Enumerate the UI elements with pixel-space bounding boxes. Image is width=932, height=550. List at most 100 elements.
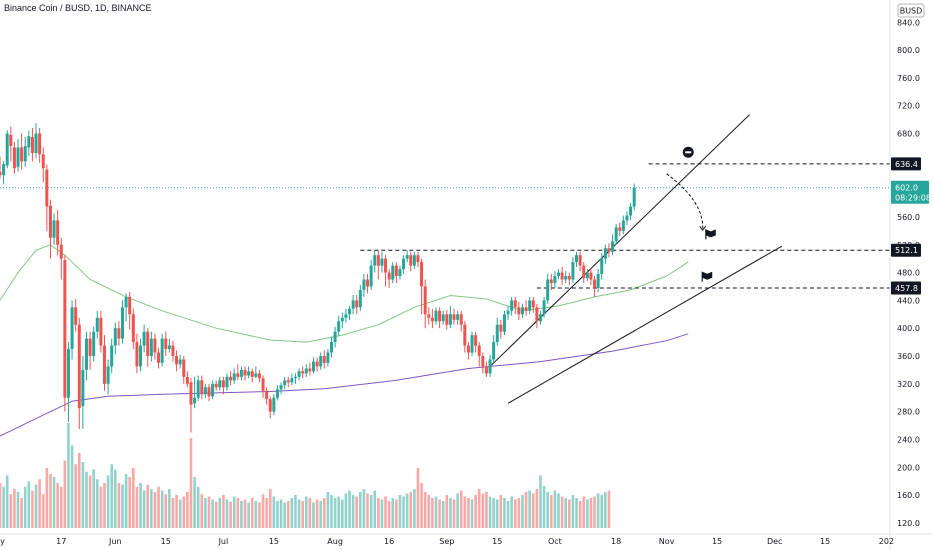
candle-body [308, 368, 312, 372]
volume-bar [571, 495, 575, 528]
candle-body [355, 300, 359, 308]
candle-body [445, 314, 449, 325]
candle-body [344, 314, 348, 318]
candle-body [600, 258, 604, 274]
candle-body [420, 262, 424, 287]
time-tick-label: 15 [492, 537, 502, 546]
volume-bar [168, 489, 171, 528]
candle-body [124, 296, 128, 308]
price-tick-label: 560.0 [897, 213, 920, 222]
candle-body [160, 338, 164, 363]
candle-body [52, 220, 56, 238]
candle-body [275, 389, 279, 398]
channel-line[interactable] [507, 245, 783, 404]
candle-body [535, 307, 539, 322]
volume-bar [575, 498, 578, 528]
time-tick-label: 15 [269, 537, 279, 546]
candle-body [351, 300, 355, 309]
volume-bar [301, 501, 304, 528]
time-tick-label: 15 [712, 537, 722, 546]
volume-bars [0, 423, 611, 528]
volume-bar [557, 493, 560, 528]
candle-body [477, 345, 481, 356]
candle-body [438, 310, 442, 322]
volume-bar [528, 490, 531, 528]
volume-bar [488, 496, 492, 528]
candle-body [0, 171, 2, 176]
candle-body [193, 397, 197, 404]
volume-bar [477, 489, 481, 528]
volume-bar [261, 494, 265, 528]
flag-icon[interactable] [702, 271, 713, 280]
volume-bar [297, 499, 301, 528]
candle-body [326, 352, 330, 363]
candle-body [113, 328, 117, 346]
candle-body [456, 314, 460, 320]
volume-bar [304, 496, 308, 528]
candle-body [293, 376, 297, 379]
volume-bar [586, 499, 589, 528]
volume-bar [578, 501, 582, 528]
volume-bar [200, 494, 204, 528]
candle-body [27, 136, 31, 148]
candle-body [499, 324, 503, 332]
volume-bar [2, 486, 5, 528]
volume-bar [485, 492, 488, 528]
volume-bar [27, 481, 31, 528]
volume-bar [34, 484, 38, 528]
volume-bar [409, 492, 413, 528]
time-tick-label: Dec [767, 537, 782, 546]
volume-bar [434, 496, 438, 528]
candle-body [333, 331, 337, 343]
currency-badge[interactable]: BUSD [897, 3, 925, 18]
volume-bar [366, 493, 369, 528]
candle-body [139, 345, 143, 367]
volume-bar [402, 496, 405, 528]
candle-body [621, 220, 625, 231]
volume-bar [146, 484, 150, 528]
volume-bar [427, 495, 431, 528]
volume-bar [175, 495, 178, 528]
volume-bar [222, 495, 225, 528]
candle-body [358, 289, 362, 308]
volume-bar [41, 494, 45, 528]
volume-bar [59, 486, 63, 528]
volume-bar [384, 496, 387, 528]
volume-bar [218, 498, 222, 528]
volume-bar [351, 495, 355, 528]
volume-bar [0, 483, 2, 528]
volume-bar [337, 496, 341, 528]
candle-body [257, 373, 261, 379]
candle-body [625, 215, 629, 221]
volume-bar [139, 483, 142, 528]
time-tick-label: 16 [384, 537, 394, 546]
volume-bar [495, 499, 499, 528]
candle-body [164, 338, 168, 350]
candle-body [88, 338, 92, 356]
candle-body [189, 382, 193, 405]
price-tick-label: 840.0 [897, 18, 920, 27]
volume-bar [456, 493, 459, 528]
volume-bar [70, 445, 74, 528]
volume-bar [604, 492, 607, 528]
volume-bar [95, 479, 99, 528]
volume-bar [67, 423, 70, 528]
volume-bar [549, 495, 553, 528]
candle-body [45, 169, 49, 207]
volume-bar [153, 492, 157, 528]
volume-bar [150, 489, 153, 528]
channel-line[interactable] [489, 114, 750, 367]
candle-body [178, 359, 182, 365]
candle-body [629, 206, 633, 216]
volume-bar [265, 498, 268, 528]
candle-body [315, 361, 319, 367]
volume-bar [564, 498, 568, 528]
volume-bar [283, 502, 286, 528]
candle-body [261, 378, 265, 391]
flag-icon[interactable] [705, 229, 716, 238]
projection-arrow[interactable] [666, 173, 704, 231]
volume-bar [535, 489, 539, 528]
volume-bar [420, 483, 423, 528]
candle-body [211, 383, 215, 397]
